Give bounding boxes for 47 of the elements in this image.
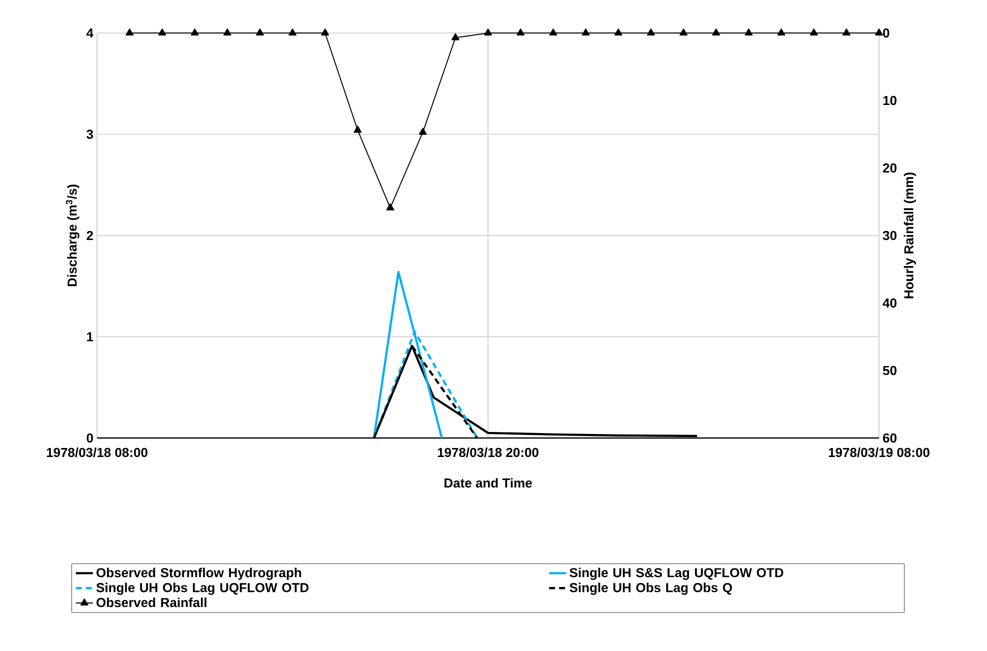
x-tick-label: 1978/03/18 20:00 (438, 448, 538, 458)
point (777, 28, 786, 36)
x-tick-label: 1978/03/18 08:00 (46, 448, 148, 458)
point (744, 28, 753, 36)
point (582, 28, 590, 36)
point (223, 28, 232, 36)
y-tick-label: 2 (86, 230, 93, 240)
point (418, 128, 427, 135)
y-tick-label: 0 (86, 433, 93, 443)
point (549, 28, 558, 36)
point (451, 33, 460, 40)
point (354, 126, 362, 133)
y2-tick-label: 60 (883, 433, 896, 443)
y-tick-label: 3 (86, 130, 93, 139)
point (875, 28, 883, 36)
y2-tick-label: 10 (883, 96, 896, 106)
point (386, 203, 394, 210)
y-tick-label: 1 (87, 332, 94, 342)
point (842, 28, 850, 36)
y2-tick-label: 0 (883, 28, 890, 38)
y2-axis-title: Hourly Rainfall (mm) (904, 172, 916, 298)
y-tick-label: 4 (86, 28, 94, 38)
legend-label: Single UH Obs Lag Obs Q (570, 582, 732, 595)
point (614, 28, 622, 36)
point (321, 28, 330, 36)
point (484, 28, 492, 36)
legend-label: Observed Rainfall (96, 598, 206, 608)
y2-tick-label: 30 (882, 230, 896, 240)
y2-tick-label: 40 (882, 298, 896, 308)
legend-label: Single UH Obs Lag UQFLOW OTD (96, 582, 309, 595)
y2-tick-label: 50 (882, 366, 896, 376)
legend-label: Observed Stormflow Hydrograph (96, 568, 302, 580)
legend-label: Single UH S&S Lag UQFLOW OTD (570, 568, 784, 580)
point (190, 28, 199, 36)
point (288, 28, 296, 36)
x-tick-label: 1978/03/19 08:00 (828, 448, 930, 458)
point (256, 28, 264, 36)
point (126, 28, 134, 36)
point (158, 28, 166, 36)
point (680, 28, 688, 36)
point (810, 28, 818, 36)
x-axis-title: Date and Time (444, 478, 532, 488)
y2-tick-label: 20 (883, 163, 896, 173)
point (712, 28, 720, 36)
point (646, 28, 655, 36)
y-axis-title: Discharge (m$^{3}$/s) (66, 184, 80, 286)
point (516, 28, 525, 36)
